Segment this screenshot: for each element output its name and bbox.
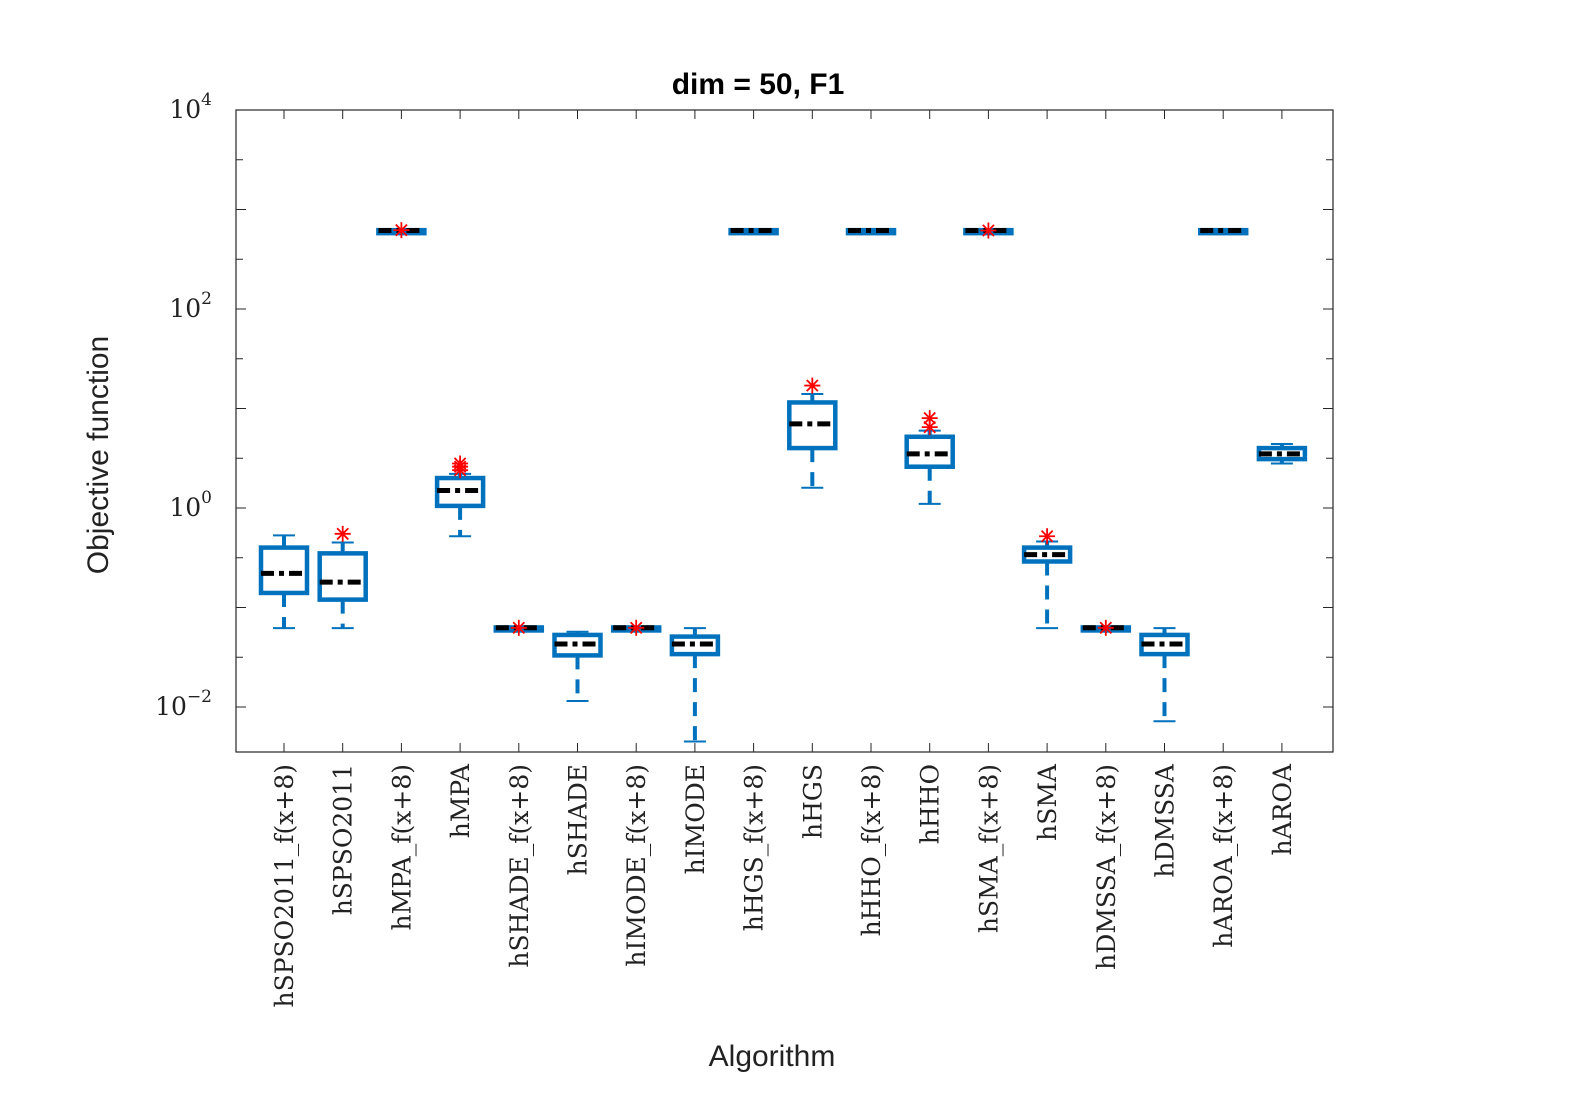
y-tick-label: 102	[169, 289, 212, 323]
outlier-stroke	[1040, 530, 1054, 543]
outlier-stroke	[1099, 621, 1113, 635]
box-15	[1139, 627, 1190, 723]
outlier-marker	[628, 619, 645, 636]
x-tick-label: hSMA	[1033, 763, 1062, 841]
box-13	[1021, 528, 1073, 630]
box-series	[258, 222, 1308, 743]
outlier-marker	[980, 222, 997, 239]
axis-ticks	[236, 109, 1333, 752]
x-axis-label: Algorithm	[709, 1040, 836, 1073]
box-9	[787, 377, 838, 489]
y-tick-exponent: 0	[201, 488, 212, 508]
y-tick-base: 10	[169, 294, 201, 323]
box-10	[845, 227, 897, 236]
x-tick-labels: hSPSO2011_f(x+8) hSPSO2011 hMPA_f(x+8) hMPA…	[270, 763, 1297, 1007]
outlier-marker	[804, 377, 821, 394]
x-tick-label: hMPA_f(x+8)	[387, 764, 416, 931]
outlier-stroke	[923, 420, 936, 434]
outlier-marker	[393, 222, 410, 239]
y-tick-exponent: −2	[187, 687, 212, 707]
box-2	[376, 222, 427, 239]
box-11	[904, 410, 955, 505]
x-tick-label: hSHADE_f(x+8)	[505, 764, 534, 968]
y-tick-base: 10	[169, 95, 201, 124]
outlier-marker	[1039, 528, 1056, 545]
outlier-stroke	[336, 527, 349, 541]
box-8	[728, 227, 779, 236]
x-tick-label: hSPSO2011	[329, 764, 358, 915]
box-iqr	[317, 551, 368, 602]
x-tick-label: hMPA	[446, 763, 475, 838]
box-3	[434, 455, 486, 538]
y-tick-exponent: 2	[201, 289, 212, 309]
outlier-marker	[921, 410, 938, 427]
outlier-stroke	[982, 224, 995, 237]
y-tick-label: 10−2	[155, 687, 212, 721]
x-tick-label: hAROA_f(x+8)	[1209, 764, 1238, 948]
x-tick-label: hIMODE	[681, 764, 710, 874]
y-tick-label: 104	[169, 90, 212, 124]
outlier-stroke	[512, 621, 526, 635]
box-7	[669, 627, 721, 743]
outlier-stroke	[806, 379, 819, 392]
outlier-stroke	[629, 621, 643, 635]
box-5	[552, 630, 603, 702]
box-iqr	[258, 545, 310, 596]
outlier-marker	[510, 619, 527, 636]
x-tick-label: hHGS	[798, 764, 827, 839]
box-14	[1080, 619, 1132, 636]
x-tick-label: hSHADE	[564, 764, 593, 875]
y-tick-base: 10	[155, 692, 187, 721]
x-tick-label: hDMSSA	[1151, 763, 1180, 878]
outlier-marker	[1097, 619, 1114, 636]
x-tick-label: hSMA_f(x+8)	[974, 764, 1003, 933]
y-tick-exponent: 4	[201, 90, 212, 110]
outlier-stroke	[923, 411, 936, 425]
outlier-stroke	[395, 223, 408, 237]
y-axis-label: Objective function	[82, 336, 115, 574]
x-tick-label: hSPSO2011_f(x+8)	[270, 764, 299, 1008]
x-tick-label: hHGS_f(x+8)	[740, 764, 769, 931]
outlier-marker	[452, 455, 469, 472]
box-4	[493, 619, 545, 636]
y-tick-label: 100	[169, 488, 212, 522]
box-12	[963, 222, 1014, 239]
x-tick-label: hIMODE_f(x+8)	[622, 764, 651, 967]
chart-title: dim = 50, F1	[672, 68, 845, 101]
box-1	[317, 525, 368, 630]
x-tick-label: hHHO_f(x+8)	[857, 764, 886, 936]
box-6	[610, 619, 662, 636]
x-tick-label: hAROA	[1268, 763, 1297, 855]
outlier-stroke	[453, 457, 467, 470]
x-tick-label: hHHO	[916, 764, 945, 844]
box-17	[1256, 442, 1308, 465]
box-0	[258, 534, 310, 630]
outlier-marker	[334, 525, 351, 542]
box-16	[1197, 227, 1249, 236]
x-tick-label: hDMSSA_f(x+8)	[1092, 764, 1121, 970]
y-tick-base: 10	[169, 493, 201, 522]
